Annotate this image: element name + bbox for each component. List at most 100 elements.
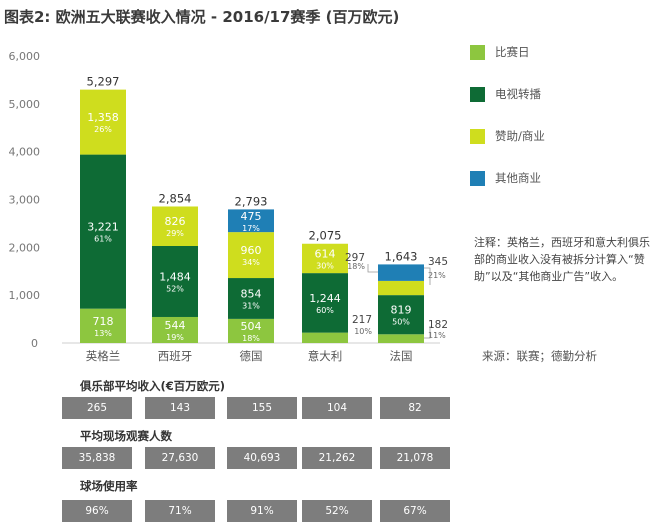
y-tick-label: 3,000 xyxy=(9,194,41,207)
value-label-spain-matchday: 544 xyxy=(165,319,186,332)
pct-label-italy-sponsorship: 30% xyxy=(316,261,334,270)
bar-germany-matchday xyxy=(228,318,274,343)
chart-note: 注释：英格兰，西班牙和意大利俱乐部的商业收入没有被拆分计算入“赞助”以及“其他商… xyxy=(474,236,650,283)
bar-spain-broadcasting xyxy=(152,245,198,317)
category-label-germany: 德国 xyxy=(240,349,263,363)
category-label-spain: 西班牙 xyxy=(158,349,193,363)
category-label-italy: 意大利 xyxy=(308,349,343,363)
bar-england-broadcasting xyxy=(80,154,126,309)
stat-attendance-france: 21,078 xyxy=(380,447,450,469)
legend-label-sponsorship: 赞助/商业 xyxy=(495,129,545,143)
value-label-france-broadcasting: 819 xyxy=(391,304,412,317)
value-label-germany-sponsorship: 960 xyxy=(241,244,262,257)
pct-label-england-sponsorship: 26% xyxy=(94,125,112,134)
pct-label-france-matchday: 11% xyxy=(428,331,446,340)
pct-label-germany-matchday: 18% xyxy=(242,334,260,343)
legend-item-matchday: 比赛日 xyxy=(470,42,650,62)
stat-avg-revenue-england: 265 xyxy=(62,397,132,419)
total-label-england: 5,297 xyxy=(87,75,120,89)
stat-utilisation-germany: 91% xyxy=(227,500,297,522)
bar-spain-sponsorship xyxy=(152,206,198,246)
pct-label-england-matchday: 13% xyxy=(94,329,112,338)
pct-label-germany-sponsorship: 34% xyxy=(242,258,260,267)
value-label-germany-broadcasting: 854 xyxy=(241,287,262,300)
stat-avg-revenue-france: 82 xyxy=(380,397,450,419)
total-label-italy: 2,075 xyxy=(309,229,342,243)
pct-label-france-other-commercial: 21% xyxy=(428,271,446,280)
y-tick-label: 2,000 xyxy=(9,241,41,254)
pct-label-italy-broadcasting: 60% xyxy=(316,306,334,315)
stat-title-stadium-utilisation: 球场使用率 xyxy=(80,479,138,493)
bar-france-matchday xyxy=(378,334,424,343)
bar-italy-broadcasting xyxy=(302,273,348,333)
chart-source: 来源：联赛；德勤分析 xyxy=(482,349,597,363)
legend-swatch-sponsorship xyxy=(470,128,485,144)
pct-label-spain-sponsorship: 29% xyxy=(166,229,184,238)
value-label-germany-matchday: 504 xyxy=(241,320,262,333)
total-label-france: 1,643 xyxy=(385,249,418,263)
bar-germany-sponsorship xyxy=(228,232,274,279)
leader-line-france-matchday xyxy=(424,326,431,339)
pct-label-spain-broadcasting: 52% xyxy=(166,284,184,293)
y-tick-label: 1,000 xyxy=(9,289,41,302)
bar-england-sponsorship xyxy=(80,89,126,155)
chart-title: 图表2: 欧洲五大联赛收入情况 - 2016/17赛季 (百万欧元) xyxy=(4,8,400,26)
stat-avg-revenue-spain: 143 xyxy=(145,397,215,419)
stat-utilisation-england: 96% xyxy=(62,500,132,522)
pct-label-germany-other-commercial: 17% xyxy=(242,224,260,233)
pct-label-spain-matchday: 19% xyxy=(166,333,184,342)
bar-england-matchday xyxy=(80,308,126,343)
stat-attendance-england: 35,838 xyxy=(62,447,132,469)
legend-swatch-broadcasting xyxy=(470,86,485,102)
value-label-germany-other-commercial: 475 xyxy=(241,210,262,223)
bar-france-broadcasting xyxy=(378,295,424,335)
legend-item-broadcasting: 电视转播 xyxy=(470,84,650,104)
value-label-italy-matchday: 217 xyxy=(352,314,372,326)
stat-title-avg-attendance: 平均现场观赛人数 xyxy=(80,429,172,443)
value-label-france-other-commercial: 345 xyxy=(428,256,448,268)
category-label-france: 法国 xyxy=(390,349,413,363)
stat-utilisation-france: 67% xyxy=(380,500,450,522)
stat-avg-revenue-italy: 104 xyxy=(302,397,372,419)
value-label-england-broadcasting: 3,221 xyxy=(87,221,119,234)
y-tick-label: 6,000 xyxy=(9,50,41,63)
total-label-spain: 2,854 xyxy=(159,191,192,205)
bar-italy-matchday xyxy=(302,332,348,343)
value-label-france-matchday: 182 xyxy=(428,319,448,331)
stat-avg-revenue-germany: 155 xyxy=(227,397,297,419)
pct-label-france-sponsorship: 18% xyxy=(347,262,365,271)
value-label-france-sponsorship: 297 xyxy=(345,252,365,264)
legend-label-matchday: 比赛日 xyxy=(495,45,530,59)
bar-italy-sponsorship xyxy=(302,243,348,274)
leader-line-france-sponsorship xyxy=(367,264,378,273)
bar-germany-other-commercial xyxy=(228,209,274,233)
pct-label-france-broadcasting: 50% xyxy=(392,318,410,327)
value-label-england-matchday: 718 xyxy=(93,315,114,328)
y-tick-label: 5,000 xyxy=(9,98,41,111)
legend-swatch-other-commercial xyxy=(470,170,485,186)
pct-label-england-broadcasting: 61% xyxy=(94,235,112,244)
y-tick-label: 0 xyxy=(31,337,38,350)
legend: 比赛日 电视转播 赞助/商业 其他商业 xyxy=(470,42,650,210)
bar-france-other-commercial xyxy=(378,264,424,281)
bar-france-sponsorship xyxy=(378,280,424,296)
value-label-spain-broadcasting: 1,484 xyxy=(159,270,191,283)
legend-swatch-matchday xyxy=(470,44,485,60)
category-label-england: 英格兰 xyxy=(86,349,121,363)
stat-title-avg-revenue: 俱乐部平均收入(€百万欧元) xyxy=(80,379,226,393)
y-tick-label: 4,000 xyxy=(9,146,41,159)
bar-germany-broadcasting xyxy=(228,278,274,319)
pct-label-germany-broadcasting: 31% xyxy=(242,301,260,310)
legend-label-broadcasting: 电视转播 xyxy=(495,87,541,101)
stat-utilisation-italy: 52% xyxy=(302,500,372,522)
legend-item-other-commercial: 其他商业 xyxy=(470,168,650,188)
pct-label-italy-matchday: 10% xyxy=(354,327,372,336)
legend-item-sponsorship: 赞助/商业 xyxy=(470,126,650,146)
value-label-italy-sponsorship: 614 xyxy=(315,247,336,260)
leader-line-france-other xyxy=(424,267,431,285)
bar-spain-matchday xyxy=(152,316,198,343)
stat-utilisation-spain: 71% xyxy=(145,500,215,522)
stat-attendance-italy: 21,262 xyxy=(302,447,372,469)
legend-label-other-commercial: 其他商业 xyxy=(495,171,541,185)
